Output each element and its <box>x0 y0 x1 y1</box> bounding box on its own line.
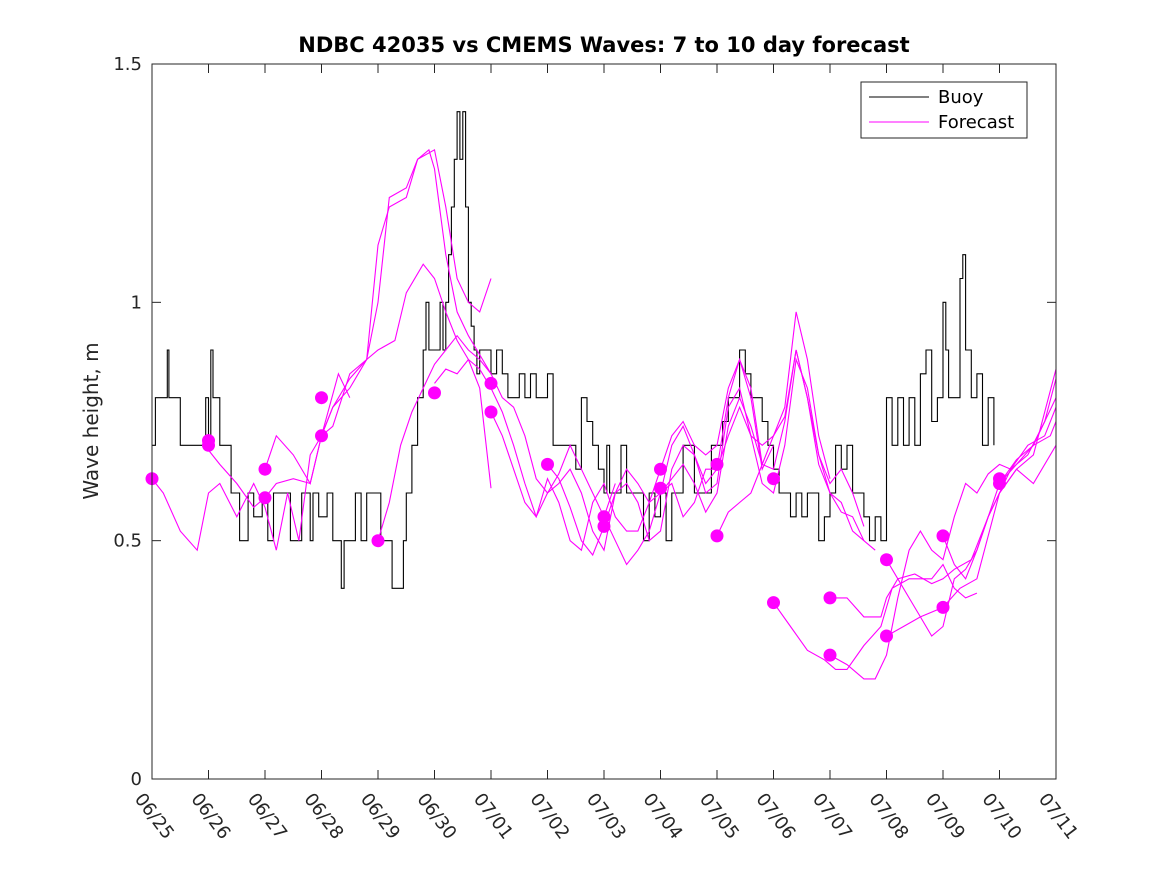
forecast-marker-12-0 <box>823 591 837 605</box>
forecast-series-line-13 <box>829 406 1056 680</box>
forecast-series-line-16 <box>886 445 1056 637</box>
y-tick-label-3: 1.5 <box>113 54 142 75</box>
forecast-marker-15-1 <box>936 600 950 614</box>
forecast-marker-2-0 <box>315 391 328 405</box>
forecast-series-line-14 <box>886 421 1056 637</box>
forecast-marker-7-0 <box>541 457 554 471</box>
y-axis-label: Wave height, m <box>79 342 103 499</box>
legend-forecast-label: Forecast <box>938 112 1014 133</box>
forecast-marker-1-1 <box>258 491 272 505</box>
forecast-marker-8-0 <box>597 510 611 524</box>
forecast-marker-5-0 <box>428 386 441 400</box>
plot-area <box>145 111 1056 680</box>
forecast-series-line-10 <box>716 349 876 551</box>
forecast-marker-6-0 <box>484 405 498 419</box>
y-tick-label-1: 0.5 <box>113 531 142 552</box>
chart-title: NDBC 42035 vs CMEMS Waves: 7 to 10 day f… <box>298 33 909 57</box>
forecast-marker-4-0 <box>371 534 385 548</box>
forecast-marker-14-1 <box>880 629 893 643</box>
legend: Buoy Forecast <box>860 81 1028 139</box>
forecast-marker-3-0 <box>315 429 328 443</box>
forecast-series-line-7 <box>547 311 831 557</box>
y-tick-label-0: 0 <box>131 769 142 790</box>
forecast-marker-14-0 <box>880 553 893 567</box>
forecast-marker-1-0 <box>202 434 215 448</box>
forecast-marker-11-1 <box>767 596 780 610</box>
forecast-marker-9-0 <box>654 481 667 495</box>
buoy-series-line <box>152 111 995 589</box>
forecast-marker-10-1 <box>710 457 724 471</box>
forecast-series-line-1 <box>208 148 492 509</box>
forecast-series-line-11 <box>773 563 978 670</box>
forecast-marker-5-1 <box>484 376 498 390</box>
forecast-marker-0-2 <box>258 462 272 476</box>
legend-box <box>860 81 1028 139</box>
forecast-series-line-2 <box>264 148 492 485</box>
forecast-marker-10-0 <box>710 529 724 543</box>
y-tick-label-2: 1 <box>131 292 142 313</box>
forecast-marker-9-1 <box>654 462 667 476</box>
forecast-series-line-3 <box>320 263 492 489</box>
plot-series <box>152 111 1056 680</box>
forecast-series-line-15 <box>942 368 1056 580</box>
forecast-series-line-17 <box>999 397 1056 484</box>
forecast-marker-12-1 <box>823 648 837 662</box>
legend-buoy-label: Buoy <box>938 87 984 108</box>
forecast-marker-17-1 <box>993 472 1006 486</box>
forecast-marker-15-0 <box>936 529 950 543</box>
forecast-marker-8-1 <box>597 519 611 533</box>
forecast-marker-11-0 <box>767 472 780 486</box>
forecast-series-line-6 <box>490 357 774 552</box>
